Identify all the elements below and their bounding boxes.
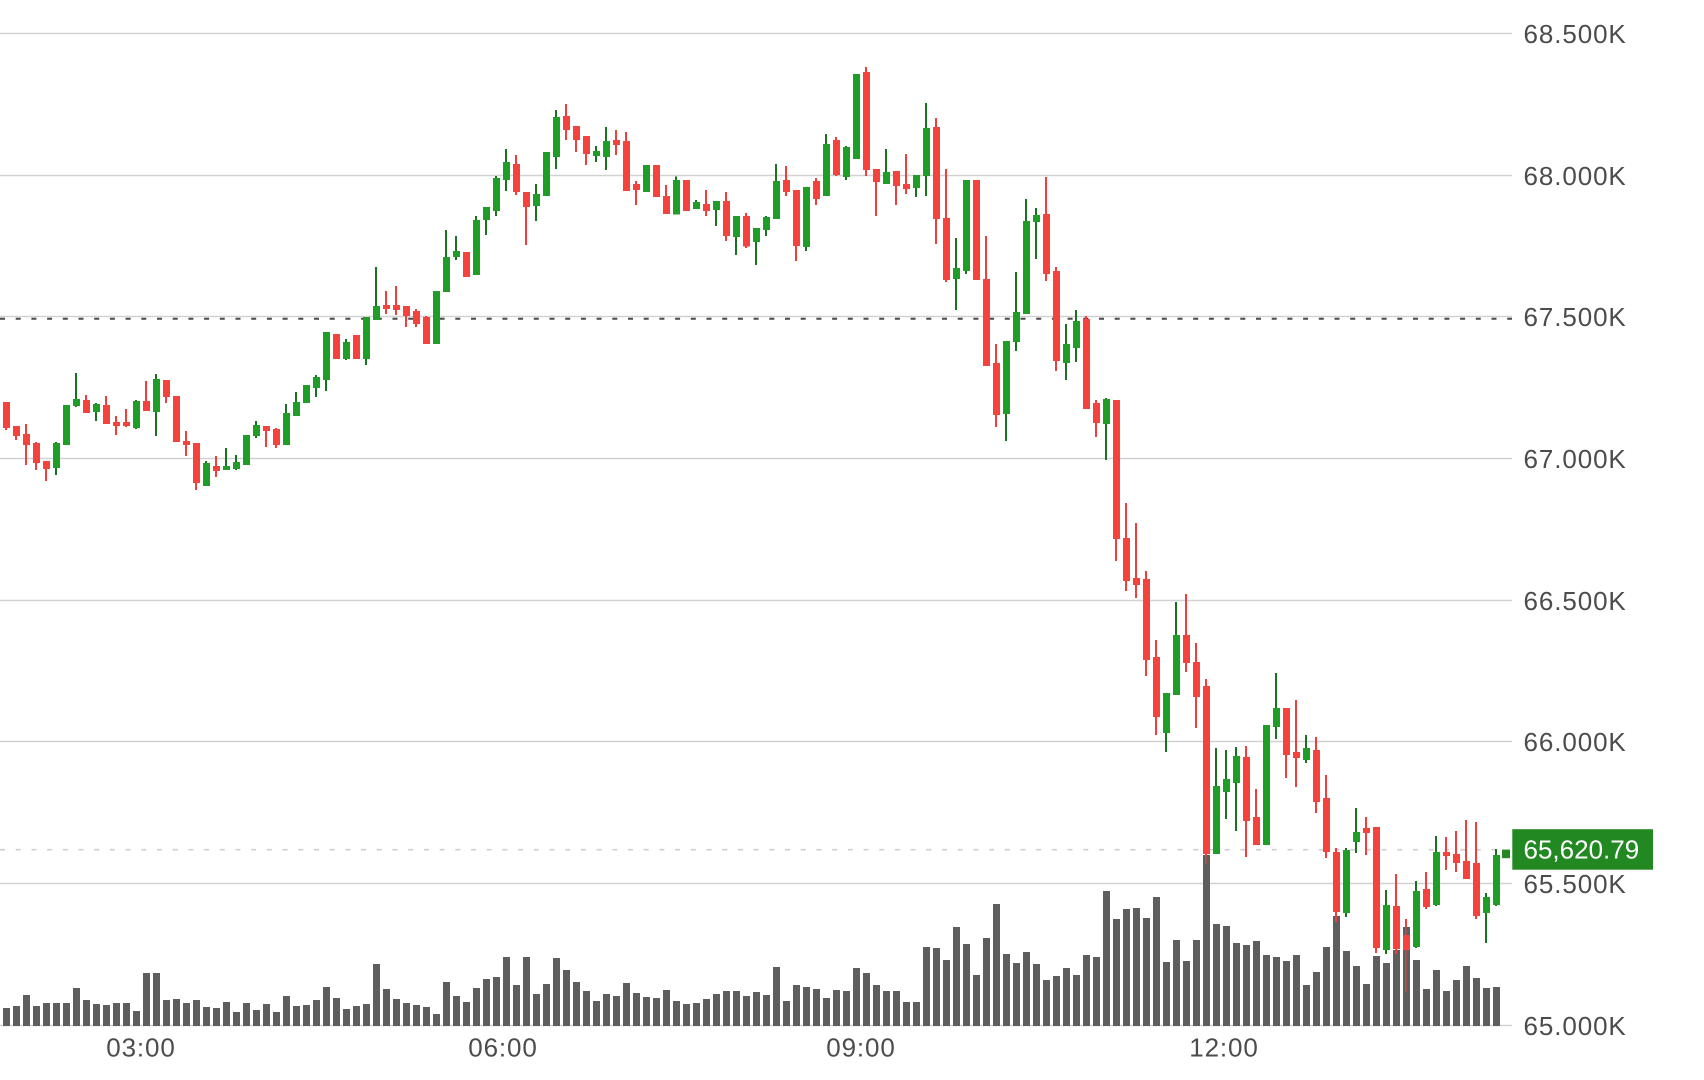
svg-text:67.000K: 67.000K [1524,444,1627,474]
svg-text:65.000K: 65.000K [1524,1011,1627,1041]
svg-text:06:00: 06:00 [468,1033,538,1063]
svg-text:09:00: 09:00 [826,1033,896,1063]
svg-text:67.500K: 67.500K [1524,302,1627,332]
svg-text:12:00: 12:00 [1189,1033,1259,1063]
svg-text:65,620.79: 65,620.79 [1524,835,1640,865]
svg-text:65.500K: 65.500K [1524,869,1627,899]
svg-text:66.000K: 66.000K [1524,727,1627,757]
svg-text:66.500K: 66.500K [1524,586,1627,616]
svg-text:03:00: 03:00 [106,1033,176,1063]
svg-text:68.500K: 68.500K [1524,19,1627,49]
svg-text:68.000K: 68.000K [1524,161,1627,191]
